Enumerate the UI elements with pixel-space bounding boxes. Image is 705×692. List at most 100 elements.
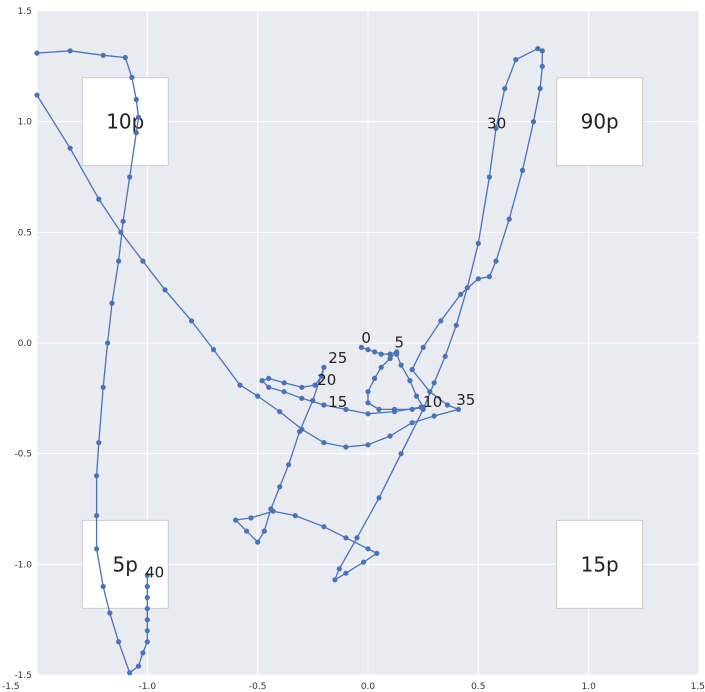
data-point	[444, 402, 450, 408]
label-box-text: 15p	[581, 552, 619, 576]
data-point	[438, 318, 444, 324]
data-point	[519, 167, 526, 173]
point-label: 25	[328, 349, 347, 367]
data-point	[259, 378, 265, 384]
point-label: 5	[394, 333, 404, 351]
data-point	[398, 362, 404, 368]
data-point	[286, 462, 292, 468]
data-point	[343, 444, 349, 450]
data-point	[233, 517, 239, 523]
label-box: 90p	[556, 77, 644, 167]
point-label: 20	[317, 371, 336, 389]
x-tick-labels: -1.5 -1.0 -0.5 0.0 0.5 1.0 1.5	[2, 682, 705, 692]
series-0	[358, 344, 426, 412]
data-point	[237, 382, 243, 388]
data-point	[539, 63, 545, 69]
data-point	[127, 174, 133, 180]
data-point	[365, 347, 371, 353]
data-point	[140, 650, 146, 656]
data-point	[270, 508, 276, 514]
data-point	[67, 48, 73, 54]
data-point	[321, 364, 327, 370]
label-boxes: 10p 90p 5p 15p	[81, 77, 644, 609]
series-group	[34, 46, 545, 676]
data-point	[455, 406, 462, 412]
data-point	[537, 85, 543, 92]
x-tick-label: 0.5	[471, 682, 485, 692]
data-point	[502, 85, 508, 92]
data-point	[299, 426, 305, 432]
data-point	[374, 550, 380, 556]
label-box-text: 90p	[581, 110, 619, 134]
data-point	[539, 48, 545, 54]
data-point	[530, 119, 537, 125]
data-point	[398, 451, 404, 457]
data-point	[144, 639, 150, 645]
data-point	[144, 583, 150, 590]
data-point	[391, 409, 398, 415]
series-1	[259, 364, 424, 417]
data-point	[118, 229, 124, 235]
data-point	[96, 440, 102, 446]
data-point	[376, 406, 382, 412]
data-point	[67, 145, 73, 151]
data-point	[277, 484, 283, 490]
data-point	[361, 559, 367, 565]
data-point	[376, 495, 382, 501]
series-3	[34, 48, 150, 676]
data-point	[120, 218, 126, 224]
data-point	[506, 216, 512, 222]
data-point	[453, 322, 459, 328]
data-point	[188, 318, 195, 324]
data-point	[133, 130, 139, 136]
y-tick-label: 1.5	[18, 7, 32, 17]
data-point	[321, 524, 327, 530]
y-tick-label: 0.5	[18, 228, 32, 238]
data-point	[116, 258, 122, 264]
point-label: 30	[487, 114, 506, 132]
data-point	[210, 347, 217, 353]
data-point	[493, 125, 499, 131]
x-tick-label: 1.5	[691, 682, 705, 692]
x-tick-label: -1.0	[139, 682, 157, 692]
data-point	[394, 351, 400, 357]
data-point	[343, 570, 349, 576]
data-point	[387, 351, 393, 357]
data-point	[129, 74, 135, 80]
data-point	[486, 274, 492, 280]
data-point	[372, 349, 378, 355]
data-point	[144, 572, 150, 579]
data-point	[336, 566, 342, 572]
data-point	[144, 594, 150, 601]
data-point	[94, 473, 100, 479]
data-point	[34, 50, 40, 56]
data-point	[140, 258, 146, 264]
data-point	[464, 285, 470, 291]
data-point	[144, 606, 150, 612]
data-point	[332, 577, 338, 583]
x-tick-label: 1.0	[582, 682, 597, 692]
data-point	[420, 406, 426, 412]
data-point	[109, 300, 115, 306]
x-tick-label: -0.5	[249, 682, 267, 692]
data-point	[100, 52, 106, 58]
label-box: 5p	[81, 519, 169, 609]
data-point	[358, 344, 364, 350]
data-point	[354, 535, 360, 541]
data-point	[292, 513, 298, 519]
data-point	[107, 610, 113, 616]
data-point	[105, 340, 111, 346]
data-point	[255, 393, 261, 399]
data-point	[127, 670, 133, 676]
data-point	[94, 546, 100, 552]
data-point	[312, 382, 318, 388]
label-box-rect	[556, 519, 644, 609]
data-point	[458, 291, 464, 297]
data-point	[409, 420, 415, 426]
data-point	[378, 351, 384, 357]
data-point	[365, 400, 371, 406]
data-point	[96, 196, 102, 202]
label-box: 10p	[81, 77, 169, 167]
label-box-text: 5p	[113, 552, 138, 576]
data-point	[475, 240, 481, 246]
